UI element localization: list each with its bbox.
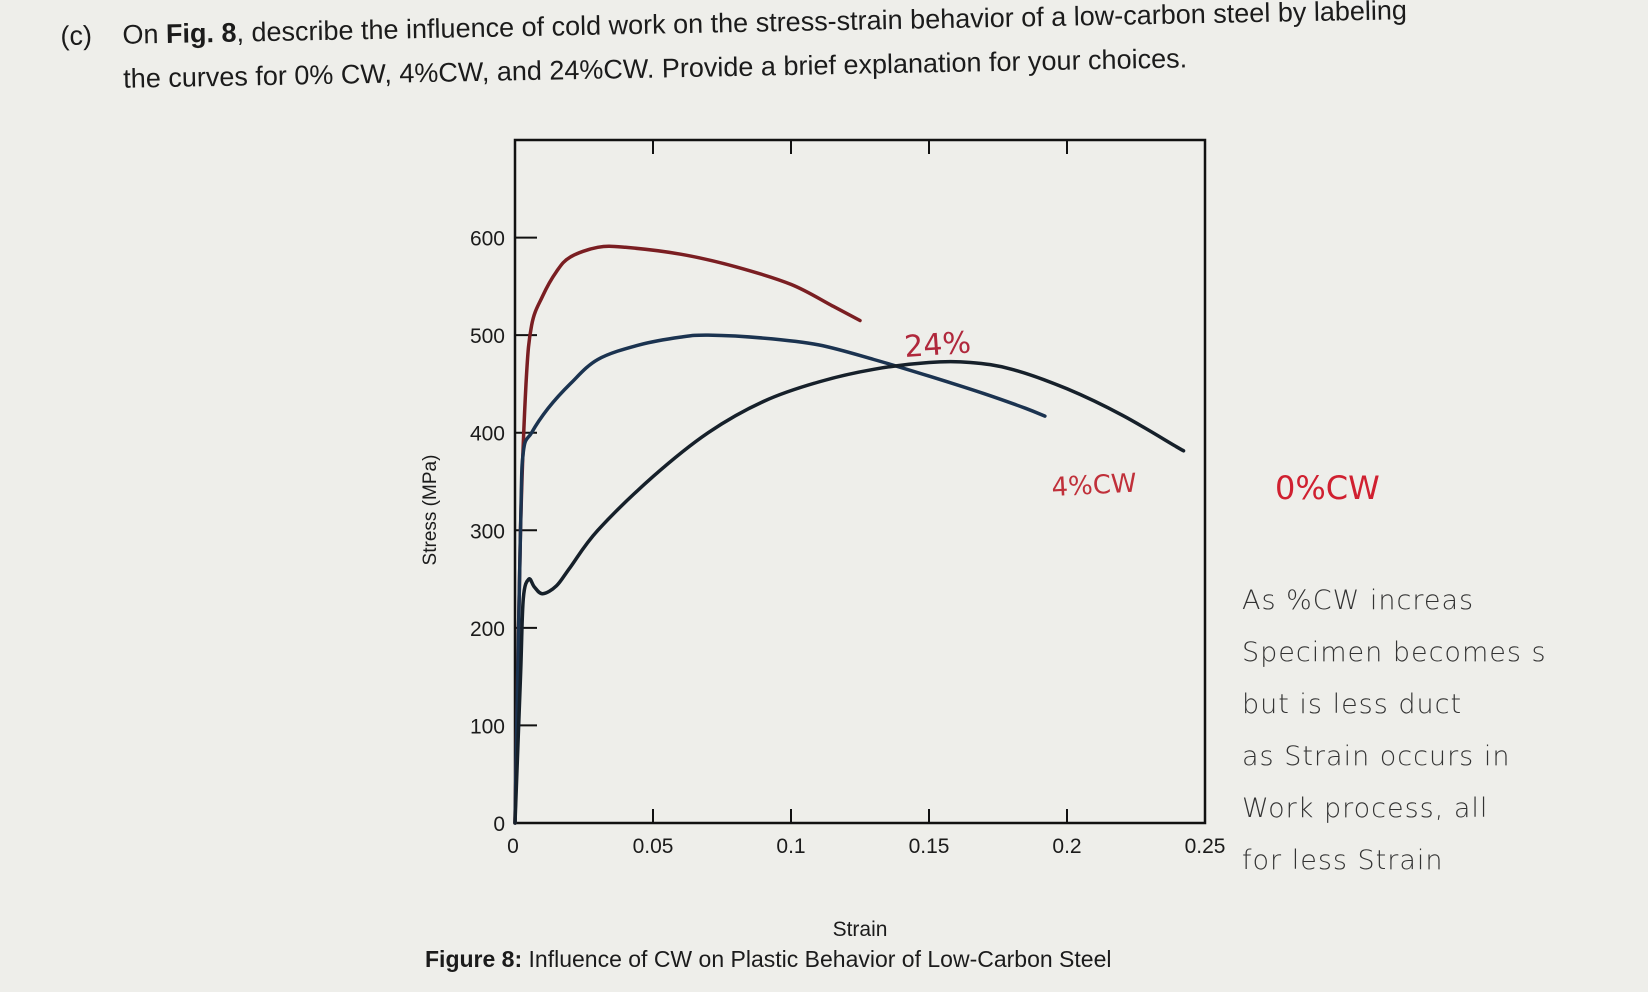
series-line-3 xyxy=(513,359,1186,825)
note-line: As %CW increas xyxy=(1242,585,1475,616)
y-tick-label: 400 xyxy=(470,423,505,446)
note-line: for less Strain xyxy=(1242,845,1444,876)
x-tick-label: 0 xyxy=(507,835,519,858)
x-tick-label: 0.2 xyxy=(1052,835,1081,858)
series-line-1 xyxy=(513,244,862,825)
x-tick-label: 0.15 xyxy=(909,835,950,858)
note-line: as Strain occurs in xyxy=(1242,741,1511,772)
y-tick-label: 100 xyxy=(470,715,505,738)
caption-text: Influence of CW on Plastic Behavior of L… xyxy=(522,946,1112,972)
note-line: Work process, all xyxy=(1242,793,1489,824)
y-tick-label: 300 xyxy=(470,520,505,543)
handwritten-note: As %CW increas Specimen becomes s but is… xyxy=(1242,575,1642,887)
handwritten-label-0: 0%CW xyxy=(1275,469,1380,507)
series-line-2 xyxy=(513,333,1047,825)
handwritten-label-24: 24% xyxy=(903,325,972,365)
note-line: Specimen becomes s xyxy=(1242,637,1547,668)
x-axis-label: Strain xyxy=(833,918,888,941)
y-tick-label: 500 xyxy=(470,325,505,348)
y-axis-label: Stress (MPa) xyxy=(420,455,441,566)
note-line: but is less duct xyxy=(1242,689,1463,720)
x-tick-label: 0.25 xyxy=(1185,835,1226,858)
figure-caption: Figure 8: Influence of CW on Plastic Beh… xyxy=(425,946,1111,973)
x-tick-label: 0.1 xyxy=(776,835,805,858)
handwritten-label-4: 4%CW xyxy=(1051,469,1138,503)
y-tick-label: 200 xyxy=(470,618,505,641)
y-tick-label: 600 xyxy=(470,228,505,251)
x-tick-label: 0.05 xyxy=(633,835,674,858)
y-tick-label: 0 xyxy=(493,813,505,836)
caption-label: Figure 8: xyxy=(425,946,523,972)
plot-frame xyxy=(513,138,1207,825)
